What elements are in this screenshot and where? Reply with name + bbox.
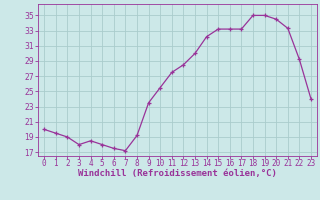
X-axis label: Windchill (Refroidissement éolien,°C): Windchill (Refroidissement éolien,°C) xyxy=(78,169,277,178)
